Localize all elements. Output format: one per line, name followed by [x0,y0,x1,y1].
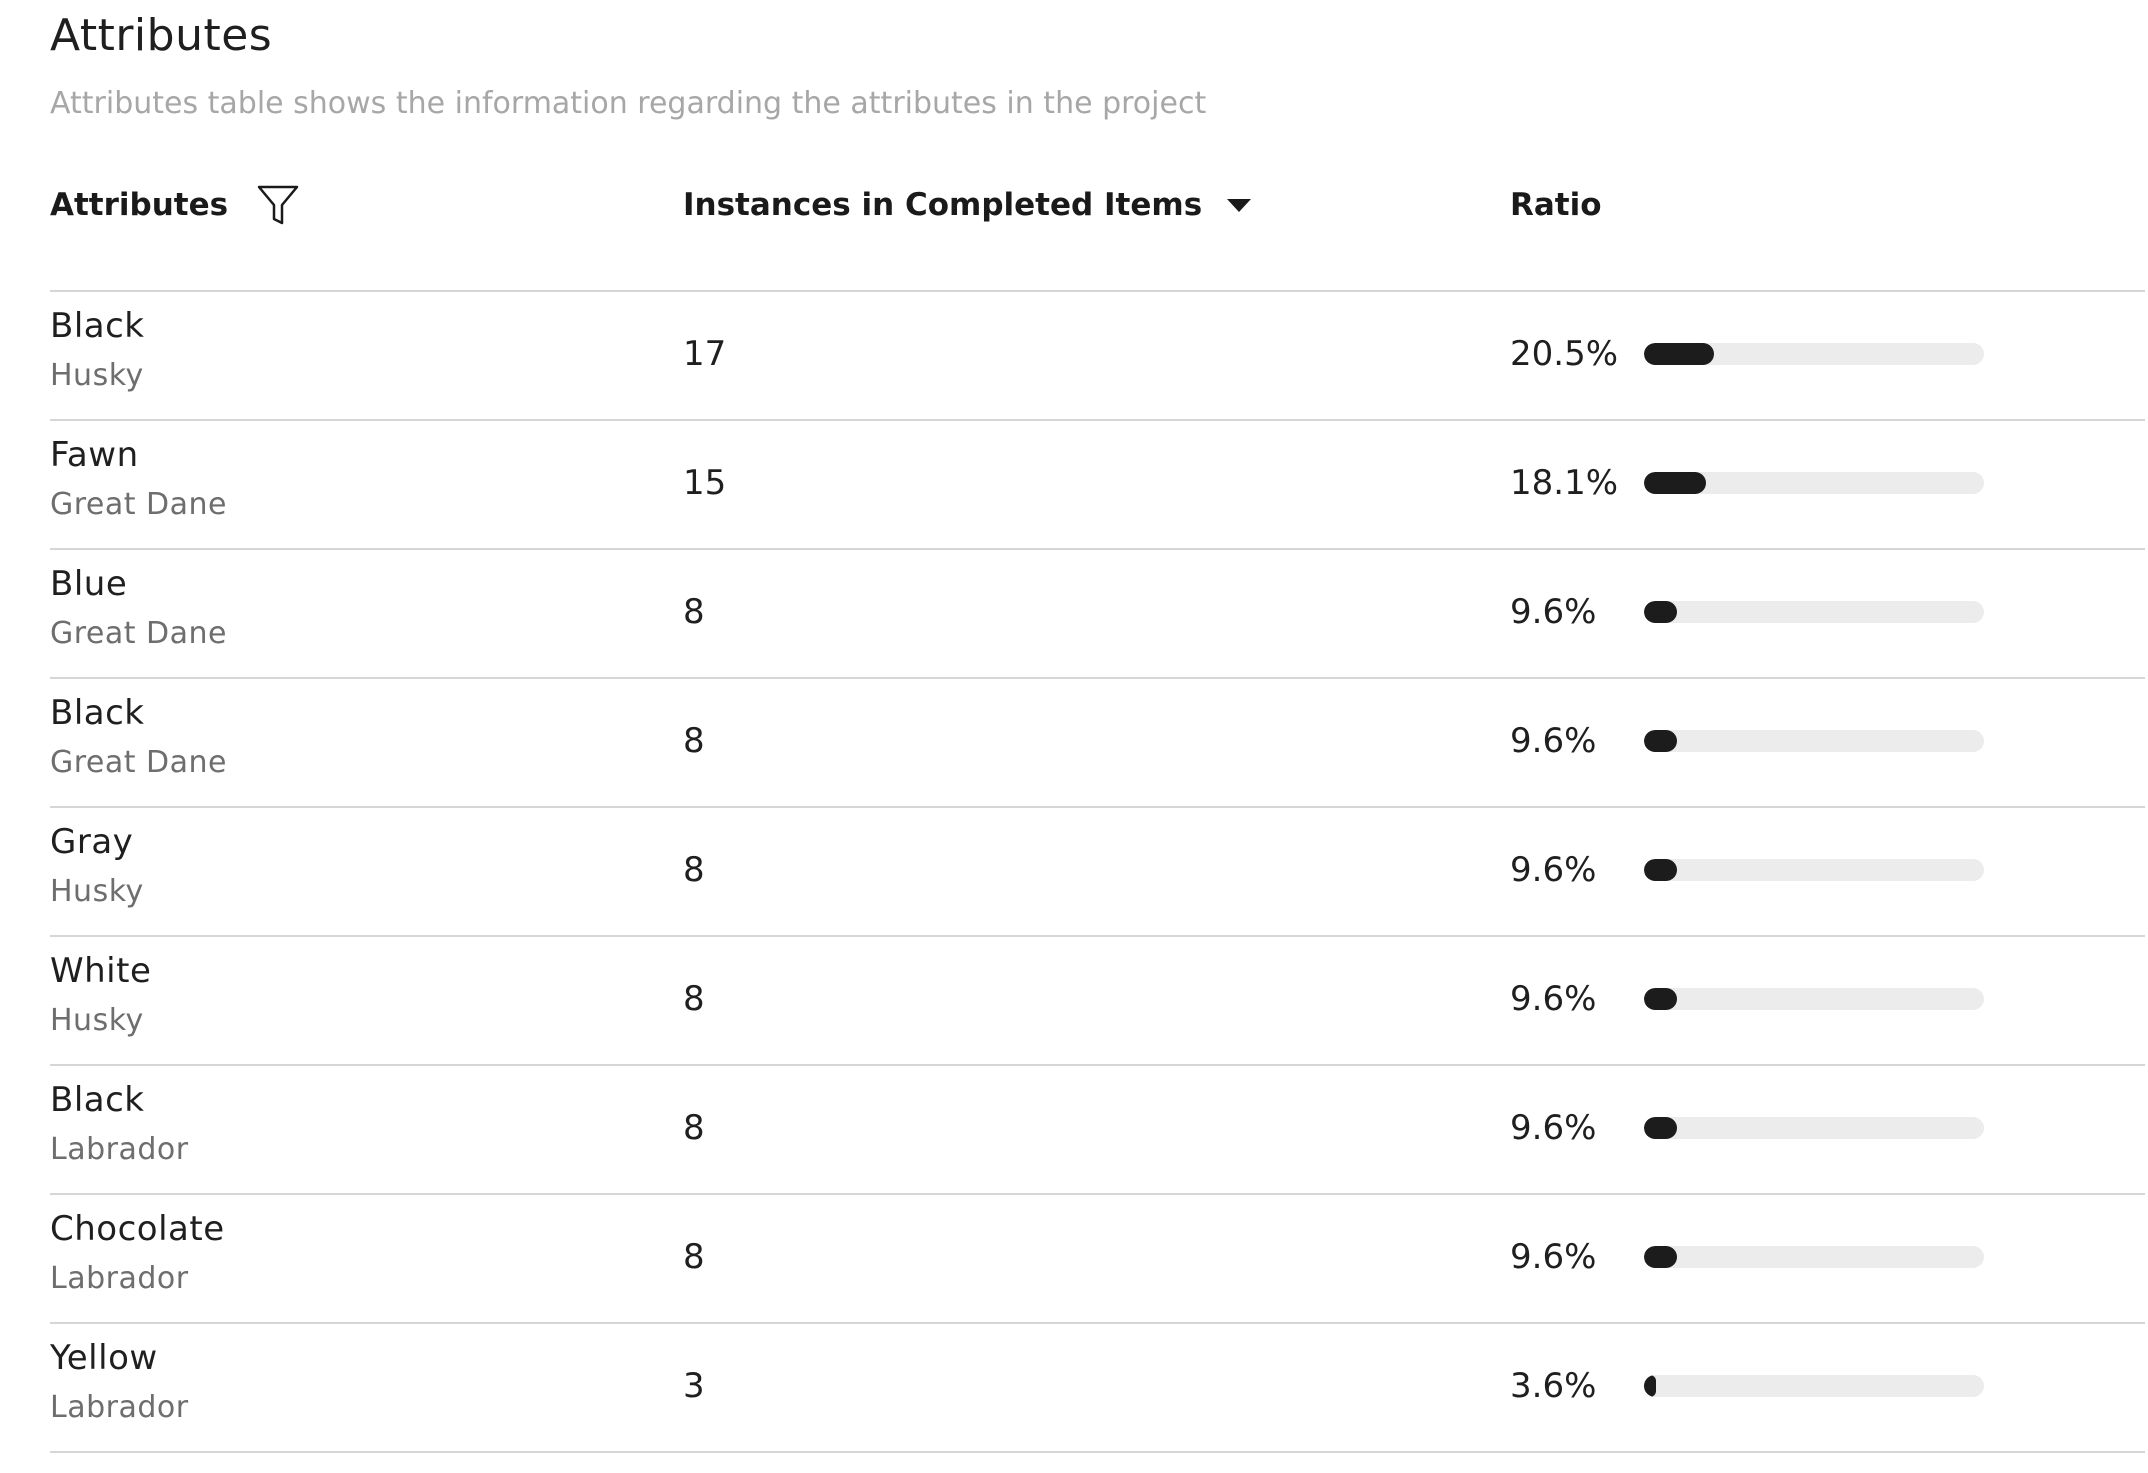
column-header-attributes[interactable]: Attributes [50,180,300,230]
ratio-bar-fill [1644,1117,1677,1139]
table-row[interactable]: Chocolate Labrador 8 9.6% [50,1195,2145,1324]
ratio-cell: 9.6% [1510,1108,1984,1148]
ratio-bar-fill [1644,730,1677,752]
attribute-cell: Black Labrador [50,1080,189,1167]
table-row[interactable]: Gray Husky 8 9.6% [50,808,2145,937]
instance-count: 3 [683,1366,705,1406]
ratio-cell: 9.6% [1510,850,1984,890]
attribute-name: Black [50,693,145,733]
attribute-group: Husky [50,874,144,909]
attribute-cell: Black Great Dane [50,693,227,780]
ratio-cell: 3.6% [1510,1366,1984,1406]
attribute-name: Black [50,1080,145,1120]
ratio-bar [1644,1246,1984,1268]
ratio-cell: 9.6% [1510,1237,1984,1277]
attribute-cell: White Husky [50,951,151,1038]
ratio-bar [1644,601,1984,623]
ratio-bar [1644,859,1984,881]
ratio-label: 9.6% [1510,979,1597,1019]
ratio-bar [1644,343,1984,365]
table-row[interactable]: Black Labrador 8 9.6% [50,1066,2145,1195]
ratio-bar [1644,988,1984,1010]
page-subtitle: Attributes table shows the information r… [50,86,1207,121]
ratio-bar-fill [1644,859,1677,881]
ratio-label: 9.6% [1510,721,1597,761]
table-row[interactable]: Blue Great Dane 8 9.6% [50,550,2145,679]
instance-count: 8 [683,1237,705,1277]
ratio-bar-fill [1644,472,1706,494]
table-row[interactable]: White Husky 8 9.6% [50,937,2145,1066]
attribute-group: Great Dane [50,745,228,780]
ratio-bar [1644,1375,1984,1397]
attribute-cell: Yellow Labrador [50,1338,189,1425]
attribute-cell: Blue Great Dane [50,564,227,651]
column-header-instances[interactable]: Instances in Completed Items [683,180,1254,230]
ratio-label: 9.6% [1510,850,1597,890]
ratio-cell: 20.5% [1510,334,1984,374]
table-row[interactable]: Fawn Great Dane 15 18.1% [50,421,2145,550]
instance-count: 8 [683,592,705,632]
instance-count: 8 [683,979,705,1019]
instance-count: 15 [683,463,727,503]
column-header-attributes-label: Attributes [50,187,229,223]
ratio-bar [1644,472,1984,494]
instance-count: 8 [683,1108,705,1148]
attribute-group: Husky [50,1003,144,1038]
attribute-name: Gray [50,822,134,862]
table-row[interactable]: Black Husky 17 20.5% [50,292,2145,421]
ratio-bar-fill [1644,343,1714,365]
attribute-name: Yellow [50,1338,158,1378]
attribute-cell: Fawn Great Dane [50,435,227,522]
ratio-cell: 9.6% [1510,592,1984,632]
ratio-bar-fill [1644,601,1677,623]
attribute-group: Great Dane [50,487,228,522]
ratio-label: 9.6% [1510,592,1597,632]
attribute-cell: Chocolate Labrador [50,1209,225,1296]
ratio-label: 9.6% [1510,1108,1597,1148]
page-title: Attributes [50,10,273,61]
ratio-cell: 9.6% [1510,979,1984,1019]
attribute-cell: Gray Husky [50,822,144,909]
attribute-name: Fawn [50,435,139,475]
attribute-cell: Black Husky [50,306,145,393]
attribute-group: Great Dane [50,616,228,651]
ratio-label: 18.1% [1510,463,1619,503]
attribute-group: Labrador [50,1132,189,1167]
ratio-bar-fill [1644,988,1677,1010]
table-header: Attributes Instances in Completed Items … [50,160,2145,292]
instance-count: 17 [683,334,727,374]
attributes-table: Attributes Instances in Completed Items … [50,160,2145,1453]
table-body: Black Husky 17 20.5% Fawn Great Dane 15 … [50,292,2145,1453]
instance-count: 8 [683,850,705,890]
ratio-bar [1644,1117,1984,1139]
attribute-name: Chocolate [50,1209,225,1249]
filter-icon[interactable] [256,183,300,227]
ratio-cell: 9.6% [1510,721,1984,761]
column-header-ratio[interactable]: Ratio [1510,180,1602,230]
attribute-name: Black [50,306,145,346]
attribute-name: Blue [50,564,128,604]
attribute-group: Labrador [50,1390,189,1425]
ratio-label: 3.6% [1510,1366,1597,1406]
attribute-group: Husky [50,358,144,393]
ratio-bar [1644,730,1984,752]
attribute-group: Labrador [50,1261,189,1296]
ratio-bar-fill [1644,1246,1677,1268]
ratio-label: 9.6% [1510,1237,1597,1277]
ratio-bar-fill [1644,1375,1657,1397]
attribute-name: White [50,951,152,991]
table-row[interactable]: Yellow Labrador 3 3.6% [50,1324,2145,1453]
ratio-label: 20.5% [1510,334,1619,374]
column-header-instances-label: Instances in Completed Items [683,187,1203,223]
ratio-cell: 18.1% [1510,463,1984,503]
instance-count: 8 [683,721,705,761]
caret-down-icon[interactable] [1224,195,1254,215]
column-header-ratio-label: Ratio [1510,187,1602,223]
table-row[interactable]: Black Great Dane 8 9.6% [50,679,2145,808]
